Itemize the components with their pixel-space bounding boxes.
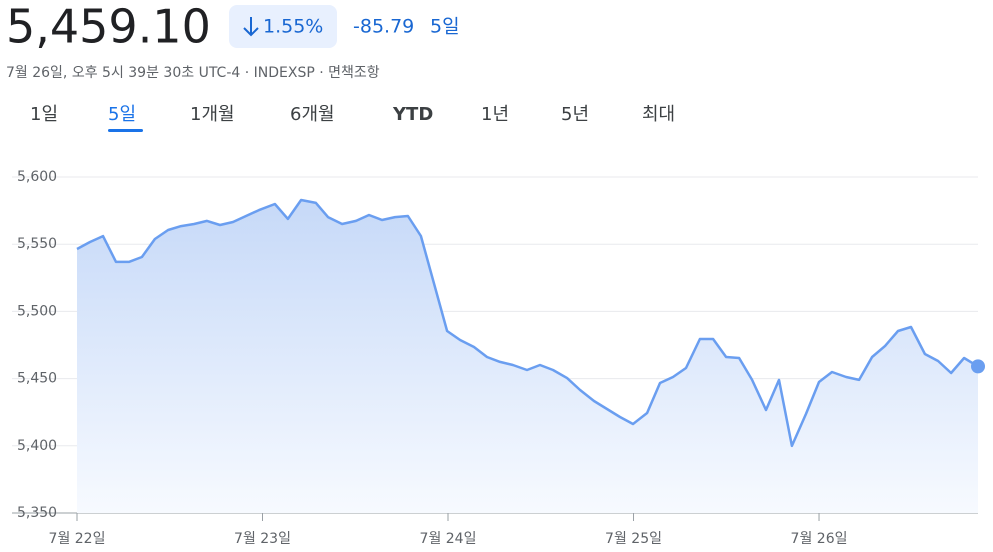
price: 5,459.10	[6, 0, 211, 54]
area-fill	[77, 200, 978, 513]
change-badge	[229, 5, 337, 48]
tab-underline	[108, 129, 143, 132]
down-arrow	[243, 17, 259, 37]
x-tick-label: 7월 25일	[605, 531, 662, 547]
y-tick-label: 5,550	[17, 236, 57, 252]
y-tick-label: 5,350	[17, 505, 57, 521]
x-tick-label: 7월 24일	[420, 531, 477, 547]
tab[interactable]: 5일	[108, 104, 136, 125]
plot: 5,350 5,400 5,450 5,500 5,550 5,600 7월 22일 7월 2…	[12, 169, 985, 547]
price-line	[76, 198, 979, 448]
period: 5일	[430, 16, 460, 38]
y-tick-label: 5,600	[17, 169, 57, 185]
y-tick-label: 5,450	[17, 371, 57, 387]
x-tick-label: 7월 23일	[234, 531, 291, 547]
x-tick-label: 7월 26일	[791, 531, 848, 547]
tab[interactable]: 5년	[561, 104, 589, 125]
tab[interactable]: 1년	[481, 104, 509, 125]
tab[interactable]: YTD	[392, 104, 433, 125]
subtitle: 7월 26일, 오후 5시 39분 30초 UTC-4 · INDEXSP · …	[6, 65, 380, 81]
tab[interactable]: 6개월	[290, 104, 335, 125]
x-tick-label: 7월 22일	[49, 531, 106, 547]
last-point	[971, 359, 985, 374]
tab[interactable]: 1개월	[190, 104, 235, 125]
change-percent: 1.55%	[263, 16, 323, 38]
tab[interactable]: 최대	[642, 104, 675, 125]
tab[interactable]: 1일	[30, 104, 58, 125]
y-tick-label: 5,400	[17, 438, 57, 454]
y-tick-label: 5,500	[17, 303, 57, 319]
tabs: 1일 5일 1개월 6개월 YTD 1년 5년 최대	[30, 104, 675, 132]
change: -85.79	[353, 16, 414, 38]
